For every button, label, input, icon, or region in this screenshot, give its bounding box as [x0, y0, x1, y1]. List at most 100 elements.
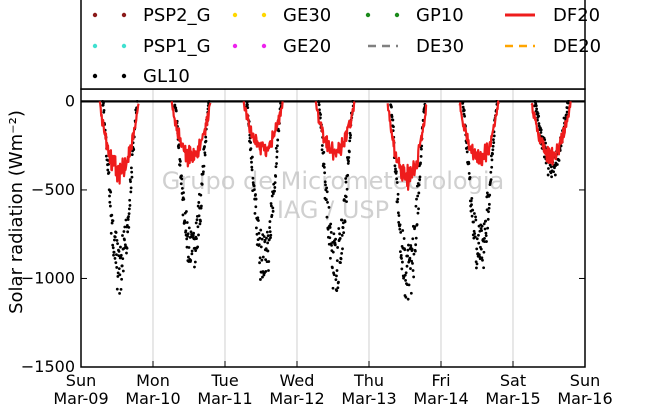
- gl10-point: [125, 223, 129, 227]
- gl10-point: [269, 202, 273, 205]
- gl10-point: [467, 171, 471, 175]
- gl10-point: [547, 167, 550, 170]
- gl10-point: [193, 260, 197, 264]
- gl10-point: [130, 175, 134, 179]
- gl10-point: [322, 150, 326, 154]
- gl10-point: [270, 213, 274, 217]
- gl10-point: [473, 235, 477, 239]
- gl10-point: [275, 155, 279, 159]
- gl10-point: [461, 101, 465, 105]
- gl10-point: [102, 101, 105, 105]
- gl10-point: [130, 166, 133, 170]
- gl10-point: [189, 259, 193, 262]
- gl10-point: [480, 229, 484, 233]
- legend-entry: DF20: [505, 5, 600, 26]
- gl10-point: [348, 150, 351, 154]
- legend-entry: GL10: [92, 66, 190, 87]
- grid: [152, 89, 514, 367]
- watermark-line: Grupo de Micrometeorologia: [162, 167, 504, 195]
- gl10-point: [331, 286, 335, 290]
- gl10-point: [395, 177, 399, 181]
- gl10-point: [181, 213, 185, 217]
- gl10-point: [184, 229, 188, 233]
- gl10-point: [110, 221, 114, 225]
- gl10-point: [199, 193, 203, 197]
- gl10-point: [116, 242, 119, 246]
- df20-line: [386, 103, 428, 191]
- gl10-point: [251, 176, 255, 180]
- gl10-point: [268, 230, 272, 234]
- gl10-point: [318, 116, 322, 120]
- gl10-point: [129, 190, 133, 194]
- gl10-point: [328, 226, 332, 229]
- gl10-point: [482, 266, 486, 270]
- gl10-point: [266, 241, 270, 245]
- gl10-point: [110, 213, 114, 217]
- gl10-point: [196, 245, 200, 249]
- gl10-point: [534, 104, 538, 108]
- gl10-point: [325, 186, 329, 190]
- gl10-point: [186, 232, 190, 236]
- gl10-point: [257, 219, 260, 222]
- series-layer: [81, 99, 585, 301]
- legend-entry: PSP2_G: [92, 5, 211, 26]
- gl10-point: [407, 243, 410, 247]
- legend-entry: GE20: [232, 36, 331, 57]
- legend: PSP2_G GE30 GP10 DF20 PSP1_G GE20 DE30 DE20 GL10: [80, 0, 601, 90]
- legend-marker: [92, 12, 98, 18]
- gl10-point: [550, 175, 553, 179]
- gl10-point: [199, 219, 202, 223]
- gl10-point: [396, 192, 400, 196]
- gl10-point: [265, 236, 268, 240]
- gl10-point: [135, 99, 139, 103]
- gl10-point: [127, 212, 131, 216]
- gl10-point: [276, 144, 279, 148]
- gl10-point: [252, 188, 256, 192]
- gl10-point: [557, 159, 561, 162]
- gl10-point: [535, 107, 539, 111]
- gl10-point: [392, 125, 395, 129]
- gl10-point: [271, 192, 275, 196]
- gl10-point: [485, 240, 488, 243]
- gl10-point: [113, 238, 116, 242]
- gl10-point: [127, 215, 130, 218]
- gl10-point: [492, 134, 496, 138]
- gl10-point: [107, 171, 111, 174]
- gl10-point: [474, 215, 477, 219]
- gl10-point: [322, 162, 326, 166]
- gl10-point: [185, 237, 189, 241]
- gl10-point: [473, 232, 477, 235]
- gl10-point: [417, 207, 420, 211]
- gl10-point: [114, 231, 118, 234]
- gl10-point: [325, 215, 329, 219]
- gl10-point: [400, 267, 404, 271]
- gl10-point: [108, 194, 111, 198]
- gl10-point: [274, 174, 278, 178]
- gl10-point: [479, 247, 483, 251]
- gl10-point: [555, 163, 559, 166]
- gl10-point: [111, 243, 115, 247]
- x-tick-label-day: Thu: [353, 371, 384, 390]
- gl10-point: [338, 237, 342, 240]
- gl10-point: [332, 273, 336, 277]
- gl10-point: [267, 260, 271, 263]
- legend-label: PSP1_G: [143, 36, 211, 57]
- gl10-point: [475, 262, 479, 266]
- x-tick-label-date: Mar-14: [413, 389, 468, 408]
- gl10-point: [265, 230, 269, 234]
- gl10-point: [127, 226, 131, 229]
- gl10-point: [329, 256, 332, 260]
- gl10-point: [491, 152, 494, 156]
- gl10-point: [111, 246, 115, 250]
- gl10-point: [401, 260, 404, 264]
- x-tick-label-date: Mar-10: [125, 389, 180, 408]
- gl10-point: [337, 227, 341, 230]
- legend-entry: PSP1_G: [92, 36, 211, 57]
- gl10-point: [331, 250, 335, 254]
- gl10-point: [474, 218, 478, 222]
- gl10-point: [491, 144, 495, 148]
- gl10-point: [250, 168, 254, 172]
- gl10-point: [120, 277, 124, 281]
- legend-label: PSP2_G: [143, 5, 211, 26]
